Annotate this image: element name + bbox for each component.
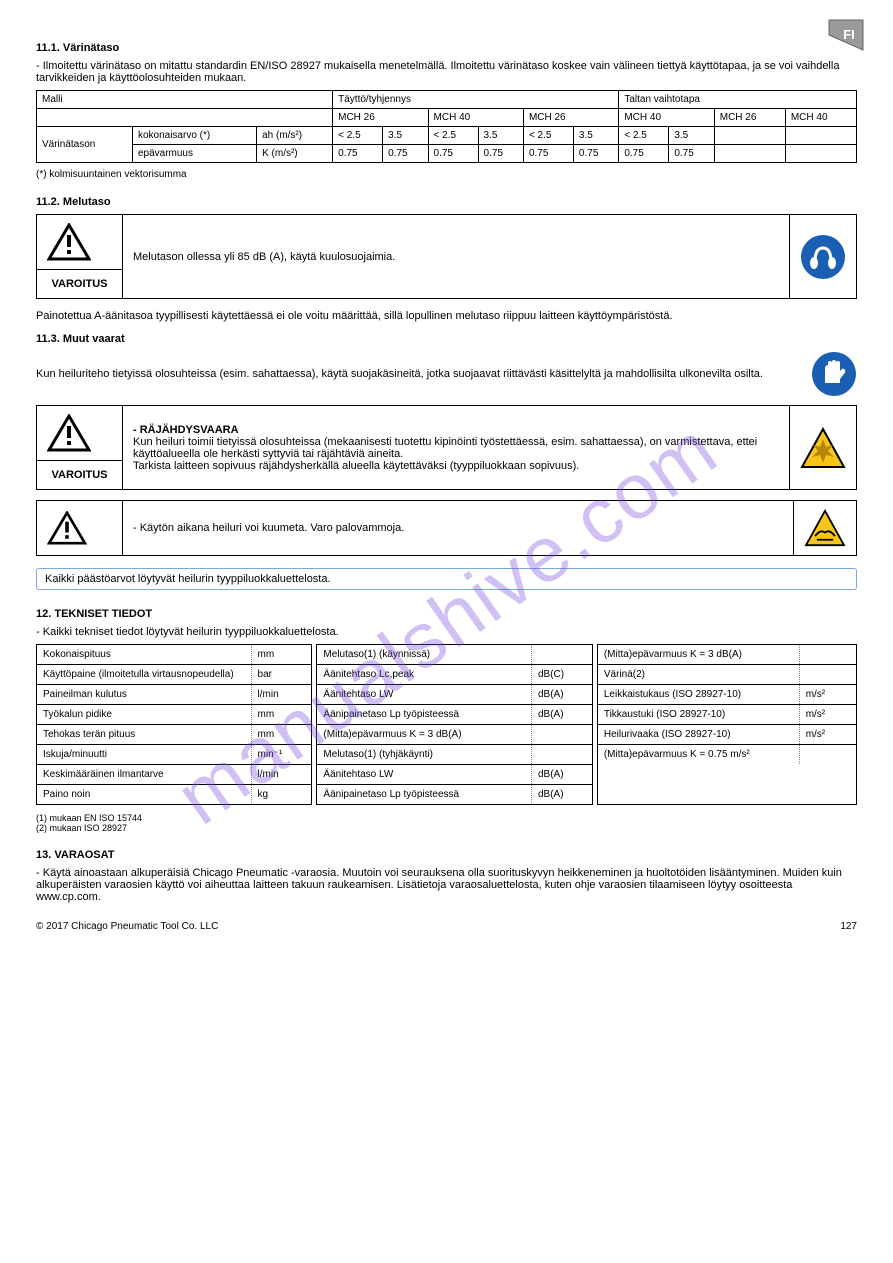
spec-unit: dB(A)	[531, 685, 591, 705]
sec-num: 12.	[36, 608, 51, 620]
spec-unit: dB(C)	[531, 665, 591, 685]
sec-title: VARAOSAT	[54, 849, 114, 861]
spec-unit: l/min	[251, 685, 311, 705]
spec-label: Äänipainetaso Lp työpisteessä	[317, 785, 531, 805]
noise-desc: Painotettua A-äänitasoa tyypillisesti kä…	[36, 309, 857, 323]
sec-title: Melutaso	[63, 196, 111, 208]
warning-label: VAROITUS	[37, 270, 123, 299]
sec-desc: Käytä ainoastaan alkuperäisiä Chicago Pn…	[36, 867, 842, 903]
warning-triangle-icon	[47, 511, 87, 545]
sec-desc: Ilmoitettu värinätaso on mitattu standar…	[36, 60, 839, 84]
warning-label: VAROITUS	[37, 461, 123, 490]
footer-right: 127	[840, 921, 857, 932]
warning-box-3: - Käytön aikana heiluri voi kuumeta. Var…	[36, 500, 857, 556]
spec-label: Keskimääräinen ilmantarve	[37, 765, 251, 785]
spec-unit	[799, 645, 856, 665]
spec-label: Äänitehtaso LW	[317, 765, 531, 785]
spec-table: KokonaispituusmmKäyttöpaine (ilmoitetull…	[36, 644, 857, 805]
spec-label: Paino noin	[37, 785, 251, 805]
footnote: (1) mukaan EN ISO 15744	[36, 813, 857, 823]
section-13: 13. VARAOSAT - Käytä ainoastaan alkuperä…	[36, 849, 857, 903]
corner-badge: FI	[827, 18, 865, 52]
spec-label: Kokonaispituus	[37, 645, 251, 665]
spec-label: Leikkaistukaus (ISO 28927-10)	[598, 685, 799, 705]
svg-text:FI: FI	[843, 27, 855, 42]
warning-triangle-icon	[47, 223, 91, 261]
section-11-1: 11.1. Värinätaso - Ilmoitettu värinätaso…	[36, 42, 857, 180]
th-inflate: Täyttö/tyhjennys	[333, 91, 619, 109]
spec-unit: mm	[251, 705, 311, 725]
info-box: Kaikki päästöarvot löytyvät heilurin tyy…	[36, 568, 857, 590]
sec-num: 13.	[36, 849, 51, 861]
spec-label: (Mitta)epävarmuus K = 3 dB(A)	[598, 645, 799, 665]
sec-num: 11.2.	[36, 196, 60, 208]
spec-label: Melutaso(1) (tyhjäkäynti)	[317, 745, 531, 765]
sec-num: 11.3.	[36, 333, 60, 345]
spec-label: Paineilman kulutus	[37, 685, 251, 705]
spec-label: Äänipainetaso Lp työpisteessä	[317, 705, 531, 725]
footer-left: © 2017 Chicago Pneumatic Tool Co. LLC	[36, 921, 218, 932]
spec-unit	[799, 745, 856, 765]
warning-text: - Käytön aikana heiluri voi kuumeta. Var…	[123, 501, 794, 556]
sec-num: 11.1.	[36, 42, 60, 54]
warning-text: Tarkista laitteen sopivuus räjähdysherkä…	[133, 460, 579, 472]
spec-unit: dB(A)	[531, 765, 591, 785]
spec-unit	[799, 665, 856, 685]
spec-unit: min⁻¹	[251, 745, 311, 765]
spec-unit	[531, 745, 591, 765]
sec-title: TEKNISET TIEDOT	[54, 608, 152, 620]
spec-unit: l/min	[251, 765, 311, 785]
warning-text: Kun heiluri toimii tietyissä olosuhteiss…	[133, 436, 757, 460]
spec-label: Työkalun pidike	[37, 705, 251, 725]
spec-unit: mm	[251, 725, 311, 745]
sec-desc: Kaikki tekniset tiedot löytyvät heilurin…	[43, 626, 339, 638]
footnote: (2) mukaan ISO 28927	[36, 823, 857, 833]
spec-unit: m/s²	[799, 725, 856, 745]
table-footnote: (*) kolmisuuntainen vektorisumma	[36, 169, 857, 180]
spec-label: Värinä(2)	[598, 665, 799, 685]
section-12: 12. TEKNISET TIEDOT - Kaikki tekniset ti…	[36, 608, 857, 833]
burn-hazard-icon	[804, 509, 846, 547]
spec-label: Käyttöpaine (ilmoitetulla virtausnopeude…	[37, 665, 251, 685]
warning-box-1: Melutason ollessa yli 85 dB (A), käytä k…	[36, 214, 857, 299]
warning-text: Melutason ollessa yli 85 dB (A), käytä k…	[123, 215, 790, 299]
spec-label: (Mitta)epävarmuus K = 3 dB(A)	[317, 725, 531, 745]
hearing-protection-icon	[800, 234, 846, 280]
section-11-2: 11.2. Melutaso Melutason ollessa yli 85 …	[36, 196, 857, 590]
spec-unit: kg	[251, 785, 311, 805]
spec-label: Tehokas terän pituus	[37, 725, 251, 745]
page-footer: © 2017 Chicago Pneumatic Tool Co. LLC 12…	[36, 921, 857, 932]
warning-box-2: - RÄJÄHDYSVAARA Kun heiluri toimii tiety…	[36, 405, 857, 490]
spec-unit: mm	[251, 645, 311, 665]
th-chisel: Taltan vaihtotapa	[619, 91, 857, 109]
spec-unit	[531, 725, 591, 745]
sec-title: Värinätaso	[63, 42, 119, 54]
spec-unit: m/s²	[799, 705, 856, 725]
spec-label: Äänitehtaso LW	[317, 685, 531, 705]
spec-unit: bar	[251, 665, 311, 685]
spec-unit: dB(A)	[531, 705, 591, 725]
explosion-hazard-icon	[800, 427, 846, 469]
spec-label: Heilurivaaka (ISO 28927-10)	[598, 725, 799, 745]
spec-label: Tikkaustuki (ISO 28927-10)	[598, 705, 799, 725]
hazard-para: Kun heiluriteho tietyissä olosuhteissa (…	[36, 367, 801, 381]
spec-label: Melutaso(1) (käynnissä)	[317, 645, 531, 665]
spec-unit	[531, 645, 591, 665]
spec-unit: dB(A)	[531, 785, 591, 805]
spec-unit: m/s²	[799, 685, 856, 705]
gloves-icon	[811, 351, 857, 397]
warning-triangle-icon	[47, 414, 91, 452]
vibration-table: Malli Täyttö/tyhjennys Taltan vaihtotapa…	[36, 90, 857, 163]
spec-label: Iskuja/minuutti	[37, 745, 251, 765]
th-model: Malli	[37, 91, 333, 109]
spec-label: Äänitehtaso Lc,peak	[317, 665, 531, 685]
sec-title: Muut vaarat	[63, 333, 125, 345]
warning-text: - RÄJÄHDYSVAARA	[133, 424, 239, 436]
spec-label: (Mitta)epävarmuus K = 0.75 m/s²	[598, 745, 799, 765]
